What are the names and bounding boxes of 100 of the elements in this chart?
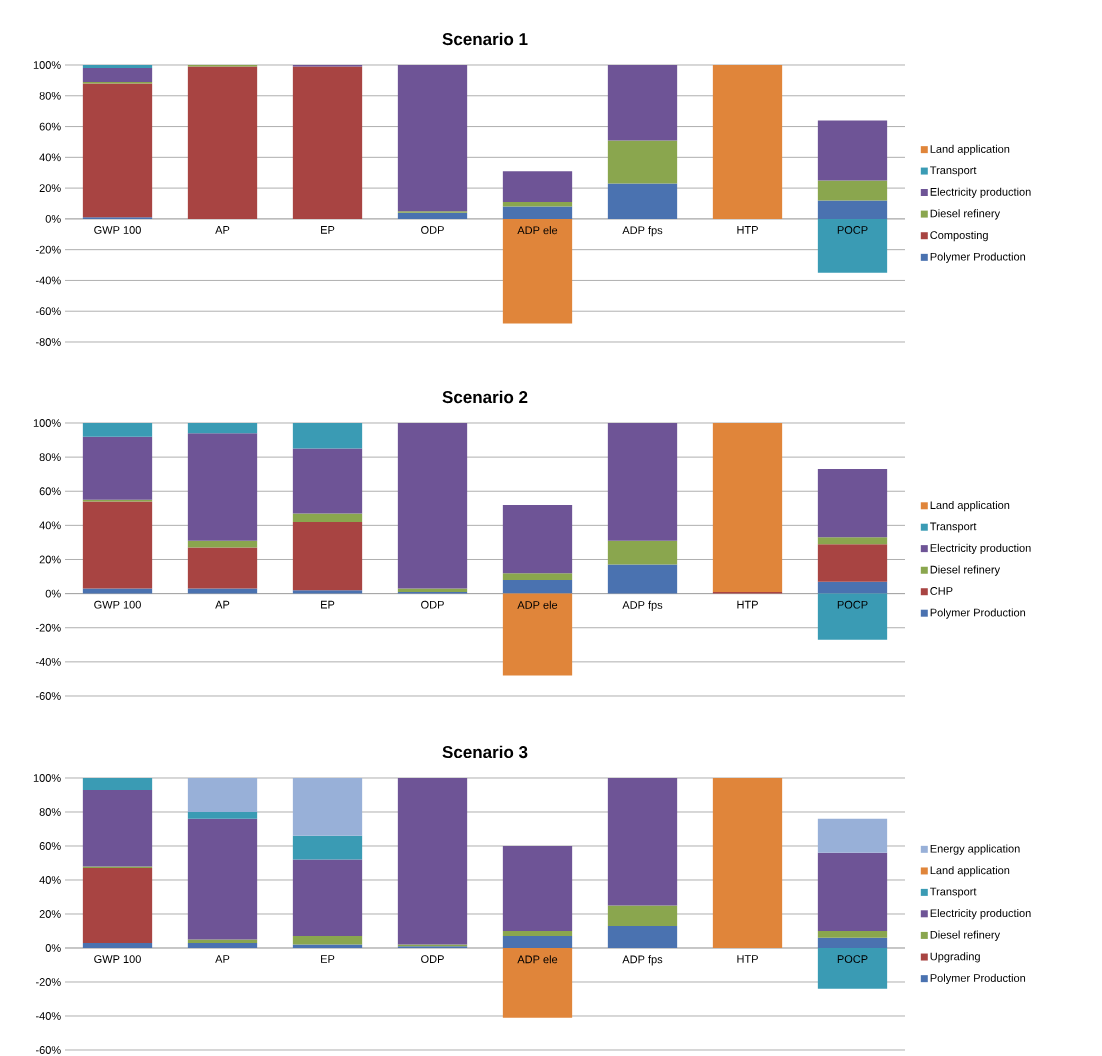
legend-label: Polymer Production — [930, 973, 1026, 985]
x-tick-label: ODP — [421, 600, 444, 609]
bar — [292, 859, 363, 937]
x-tick-label: AP — [215, 226, 230, 234]
y-tick-label: 80% — [39, 91, 61, 100]
bar — [712, 423, 783, 592]
bar — [712, 65, 783, 219]
bar — [817, 593, 888, 640]
bar — [187, 818, 258, 940]
bar — [397, 65, 468, 212]
bar — [817, 469, 888, 538]
legend-label: Land application — [930, 144, 1010, 156]
y-tick-label: -60% — [35, 307, 61, 316]
bar — [292, 590, 363, 594]
legend-label: Land application — [930, 500, 1010, 512]
bar — [397, 778, 468, 945]
bar — [292, 66, 363, 219]
legend-label: Composting — [930, 230, 988, 242]
bar — [607, 423, 678, 541]
bar — [817, 120, 888, 181]
legend-label: Transport — [930, 887, 977, 898]
bar — [817, 537, 888, 545]
bar — [82, 423, 153, 437]
bar — [292, 936, 363, 945]
y-tick-label: 40% — [39, 153, 61, 162]
bar — [817, 180, 888, 201]
bar — [817, 218, 888, 273]
bar — [817, 200, 888, 219]
legend-label: Land application — [930, 866, 1010, 877]
y-tick-label: -20% — [35, 245, 61, 254]
bar — [502, 931, 573, 937]
x-tick-label: GWP 100 — [94, 955, 141, 963]
legend-label: Electricity production — [930, 187, 1031, 198]
bar — [187, 540, 258, 548]
bar — [817, 937, 888, 948]
bar — [82, 868, 153, 943]
y-tick-label: 20% — [39, 184, 61, 192]
x-tick-label: ODP — [421, 955, 444, 963]
x-tick-label: AP — [215, 955, 230, 963]
bar — [607, 925, 678, 948]
x-tick-label: GWP 100 — [94, 226, 141, 234]
bar — [817, 948, 888, 989]
chart-title: Scenario 1 — [442, 32, 528, 46]
legend-label: Diesel refinery — [930, 209, 1001, 220]
bar — [187, 66, 258, 219]
bar — [82, 68, 153, 82]
y-tick-label: -40% — [35, 1012, 61, 1020]
legend-label: Transport — [930, 166, 977, 177]
y-tick-label: 80% — [39, 808, 61, 816]
y-tick-label: -40% — [35, 276, 61, 285]
legend-label: Electricity production — [930, 908, 1031, 920]
legend-label: Electricity production — [930, 543, 1031, 555]
x-tick-label: AP — [215, 600, 230, 609]
bar — [607, 65, 678, 141]
y-tick-label: 40% — [39, 876, 61, 884]
bar — [817, 544, 888, 582]
legend-label: Polymer Production — [930, 252, 1026, 263]
bar — [187, 433, 258, 541]
x-tick-label: ADP ele — [517, 226, 558, 235]
bar — [82, 778, 153, 790]
y-tick-label: -80% — [35, 338, 61, 346]
chart-title: Scenario 2 — [442, 390, 528, 404]
bar — [817, 581, 888, 594]
x-tick-label: ADP fps — [622, 955, 663, 966]
bar — [82, 501, 153, 589]
bar — [502, 579, 573, 594]
bar — [502, 948, 573, 1018]
bar — [607, 905, 678, 926]
x-tick-label: EP — [321, 226, 335, 234]
bar — [397, 212, 468, 219]
bar — [502, 201, 573, 207]
x-tick-label: HTP — [737, 600, 758, 609]
legend-label: Diesel refinery — [930, 565, 1001, 576]
bar — [292, 448, 363, 514]
y-tick-label: 100% — [33, 419, 61, 427]
bar — [712, 778, 783, 948]
bar — [502, 206, 573, 219]
y-tick-label: -60% — [35, 692, 61, 700]
bar — [607, 183, 678, 219]
chart-title: Scenario 3 — [442, 745, 528, 759]
bar — [187, 547, 258, 589]
legend-label: Polymer Production — [930, 608, 1026, 619]
bar — [82, 83, 153, 218]
x-tick-label: GWP 100 — [94, 600, 141, 609]
bar — [817, 818, 888, 853]
x-tick-label: ADP ele — [517, 955, 558, 964]
y-tick-label: 0% — [45, 589, 61, 598]
y-tick-label: 0% — [45, 215, 61, 223]
legend-label: Transport — [930, 522, 977, 533]
bar — [607, 540, 678, 565]
y-tick-label: 0% — [45, 944, 61, 952]
bar — [397, 423, 468, 589]
bar — [292, 835, 363, 860]
legend-label: Upgrading — [930, 952, 980, 963]
legend-label: CHP — [930, 587, 953, 595]
y-tick-label: -20% — [35, 623, 61, 632]
bar — [82, 436, 153, 500]
bar — [607, 564, 678, 594]
x-tick-label: HTP — [737, 226, 758, 234]
bar — [187, 588, 258, 594]
